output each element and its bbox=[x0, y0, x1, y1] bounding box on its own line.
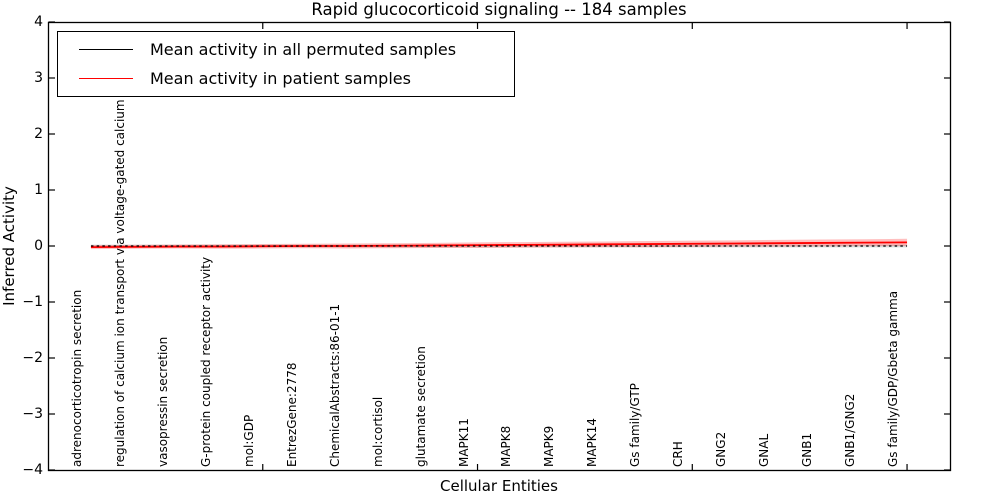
legend-item-permuted: Mean activity in all permuted samples bbox=[58, 35, 514, 64]
x-category-label: MAPK9 bbox=[542, 425, 557, 467]
y-tick-label: 2 bbox=[34, 126, 43, 142]
patient-band bbox=[90, 238, 908, 250]
legend-item-patient: Mean activity in patient samples bbox=[58, 64, 514, 93]
legend-line-permuted-sample bbox=[79, 49, 133, 50]
legend-line-patient-sample bbox=[79, 78, 133, 79]
x-axis-label: Cellular Entities bbox=[440, 477, 558, 495]
x-category-label: MAPK14 bbox=[585, 418, 600, 467]
x-category-label: G-protein coupled receptor activity bbox=[198, 256, 213, 467]
x-category-label: mol:GDP bbox=[241, 414, 256, 467]
x-category-label: Gs family/GDP/Gbeta gamma bbox=[886, 290, 901, 467]
x-category-label: glutamate secretion bbox=[413, 346, 428, 467]
legend-label-patient: Mean activity in patient samples bbox=[150, 68, 411, 88]
x-category-label: CRH bbox=[671, 441, 686, 467]
y-tick-label: 1 bbox=[34, 182, 43, 198]
y-tick-label: 0 bbox=[34, 238, 43, 254]
y-tick-label: −1 bbox=[22, 294, 43, 310]
x-category-label: mol:cortisol bbox=[370, 396, 385, 467]
chart-title: Rapid glucocorticoid signaling -- 184 sa… bbox=[311, 0, 687, 19]
x-category-label: GNB1/GNG2 bbox=[843, 393, 858, 467]
x-category-label: MAPK8 bbox=[499, 425, 514, 467]
x-category-label: adrenocorticotropin secretion bbox=[69, 289, 84, 467]
x-category-label: vasopressin secretion bbox=[155, 336, 170, 467]
x-category-label: MAPK11 bbox=[456, 418, 471, 467]
x-category-label: EntrezGene:2778 bbox=[284, 362, 299, 468]
y-tick-label: 3 bbox=[34, 70, 43, 86]
x-category-label: ChemicalAbstracts:86-01-1 bbox=[327, 303, 342, 467]
y-tick-label: −2 bbox=[22, 350, 43, 366]
x-category-label: regulation of calcium ion transport via … bbox=[112, 41, 127, 467]
x-category-label: GNB1 bbox=[800, 432, 815, 467]
permuted-band bbox=[90, 244, 908, 248]
x-category-label: Gs family/GTP bbox=[628, 383, 643, 467]
y-tick-label: 4 bbox=[34, 14, 43, 30]
y-tick-label: −3 bbox=[22, 406, 43, 422]
x-category-label: GNG2 bbox=[714, 431, 729, 467]
legend-label-permuted: Mean activity in all permuted samples bbox=[150, 39, 457, 59]
y-tick-label: −4 bbox=[22, 462, 43, 478]
x-category-label: GNAL bbox=[757, 433, 772, 467]
mean-patient-line bbox=[90, 241, 908, 249]
legend: Mean activity in all permuted samples Me… bbox=[57, 31, 515, 97]
